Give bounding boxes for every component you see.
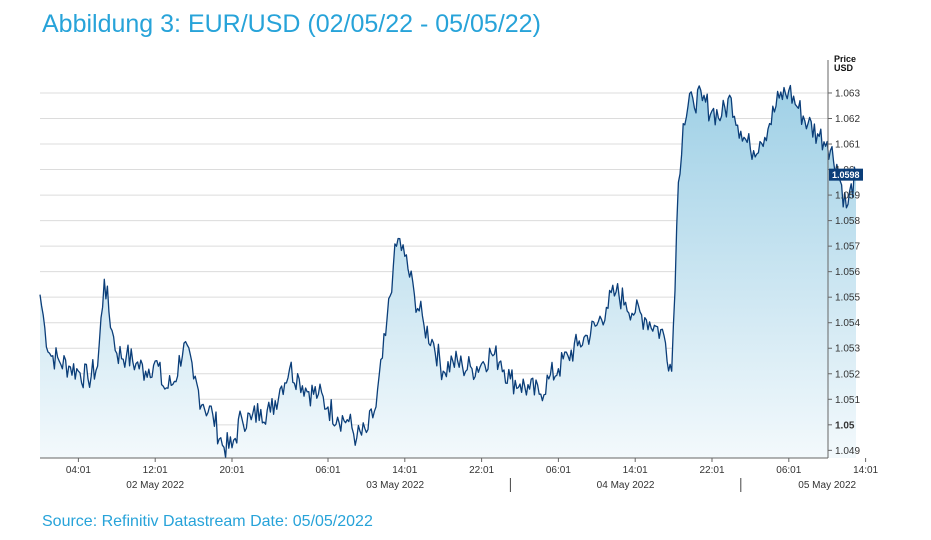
y-tick-label: 1.059: [835, 191, 860, 202]
price-area-fill: [40, 85, 856, 458]
price-series-line: [39, 84, 857, 459]
y-axis-title: Price: [834, 54, 856, 64]
x-date-label: 05 May 2022: [798, 480, 856, 491]
y-tick-label: 1.061: [835, 140, 860, 151]
x-tick-label: 06:01: [315, 465, 340, 476]
y-tick-label: 1.054: [835, 318, 860, 329]
x-tick-label: 22:01: [699, 465, 724, 476]
x-tick-label: 14:01: [392, 465, 417, 476]
x-tick-label: 20:01: [219, 465, 244, 476]
y-tick-label: 1.052: [835, 369, 860, 380]
last-price-label: 1.0598: [832, 170, 860, 180]
x-tick-label: 06:01: [776, 465, 801, 476]
y-axis-title: USD: [834, 63, 854, 73]
last-price-flag: [829, 168, 863, 181]
y-tick-label: 1.053: [835, 344, 860, 355]
y-tick-label: 1.058: [835, 216, 860, 227]
y-tick-label: 1.057: [835, 242, 860, 253]
x-tick-label: 14:01: [623, 465, 648, 476]
y-tick-label: 1.051: [835, 395, 860, 406]
x-tick-label: 14:01: [853, 465, 878, 476]
y-tick-label: 1.05: [835, 420, 855, 431]
source-note: Source: Refinitiv Datastream Date: 05/05…: [42, 513, 373, 530]
y-tick-label: 1.062: [835, 114, 860, 125]
x-date-label: 02 May 2022: [126, 480, 184, 491]
x-tick-label: 04:01: [66, 465, 91, 476]
x-date-label: 03 May 2022: [366, 480, 424, 491]
x-tick-label: 22:01: [469, 465, 494, 476]
chart-title: Abbildung 3: EUR/USD (02/05/22 - 05/05/2…: [42, 10, 541, 38]
x-tick-label: 06:01: [546, 465, 571, 476]
price-area: [40, 85, 856, 458]
price-line: [39, 84, 857, 459]
x-date-label: 04 May 2022: [597, 480, 655, 491]
axes: 1.049 1.05 1.051 1.052 1.053 1.054 1.055 1.056 1…: [40, 54, 879, 492]
y-tick-label: 1.056: [835, 267, 860, 278]
x-tick-label: 12:01: [143, 465, 168, 476]
y-tick-label: 1.055: [835, 293, 860, 304]
y-tick-label: 1.063: [835, 88, 860, 99]
y-tick-label: 1.049: [835, 446, 860, 457]
